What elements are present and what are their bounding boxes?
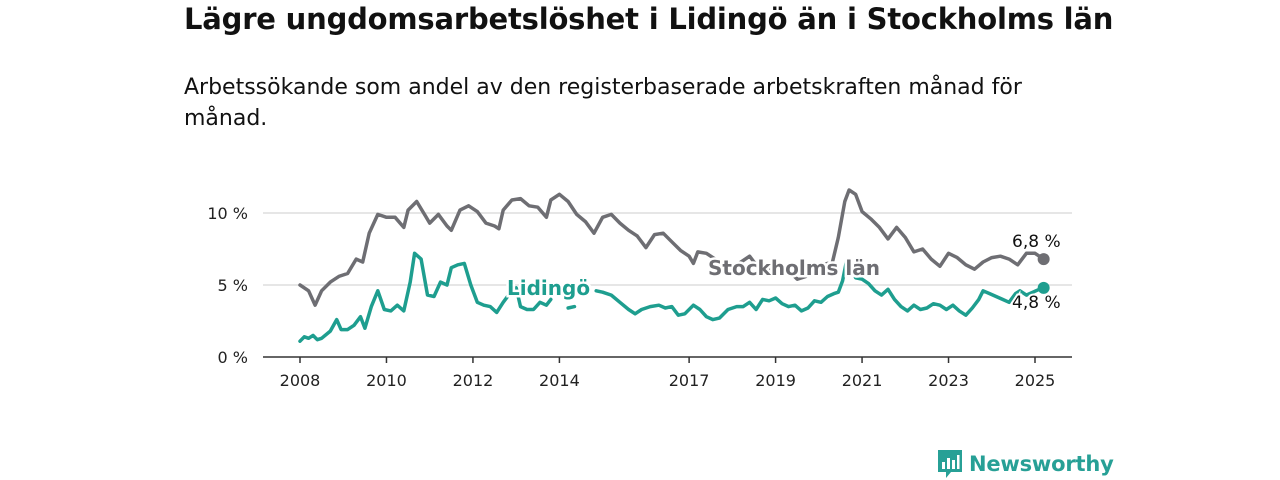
series-lines [298, 188, 1050, 343]
series-line-lidingo [298, 251, 1046, 343]
newsworthy-logo: Newsworthy [937, 449, 1114, 479]
x-tick-label: 2014 [539, 371, 580, 390]
chart-subtitle: Arbetssökande som andel av den registerb… [184, 75, 1022, 131]
chart-title: Lägre ungdomsarbetslöshet i Lidingö än i… [184, 2, 1114, 36]
x-tick-label: 2025 [1015, 371, 1056, 390]
y-tick-label: 10 % [207, 204, 248, 223]
end-value-label-stockholm: 6,8 % [1012, 232, 1061, 252]
x-tick-label: 2012 [453, 371, 494, 390]
x-tick-label: 2021 [842, 371, 883, 390]
series-label-stockholm: Stockholms län [708, 256, 880, 280]
logo-text: Newsworthy [969, 452, 1114, 476]
x-tick-label: 2010 [366, 371, 407, 390]
series-end-dot [1037, 281, 1050, 294]
series-line-stockholm [298, 188, 1046, 307]
y-tick-label: 5 % [218, 276, 248, 295]
gridlines [263, 212, 1072, 286]
x-tick-label: 2019 [755, 371, 796, 390]
x-tick-label: 2008 [280, 371, 321, 390]
axes: 0 % 5 % 10 % 2008 2010 2012 2014 2017 2019 2021 20… [207, 204, 1072, 390]
series-label-lidingo: Lidingö [507, 276, 590, 300]
series-labels: Stockholms län Lidingö 6,8 % 4,8 % [505, 230, 1063, 315]
series-end-dot [1037, 253, 1050, 266]
y-tick-label: 0 % [218, 348, 248, 367]
x-tick-label: 2023 [928, 371, 969, 390]
end-value-label-lidingo: 4,8 % [1012, 293, 1061, 313]
newsworthy-logo-icon [938, 450, 962, 478]
x-tick-label: 2017 [669, 371, 710, 390]
